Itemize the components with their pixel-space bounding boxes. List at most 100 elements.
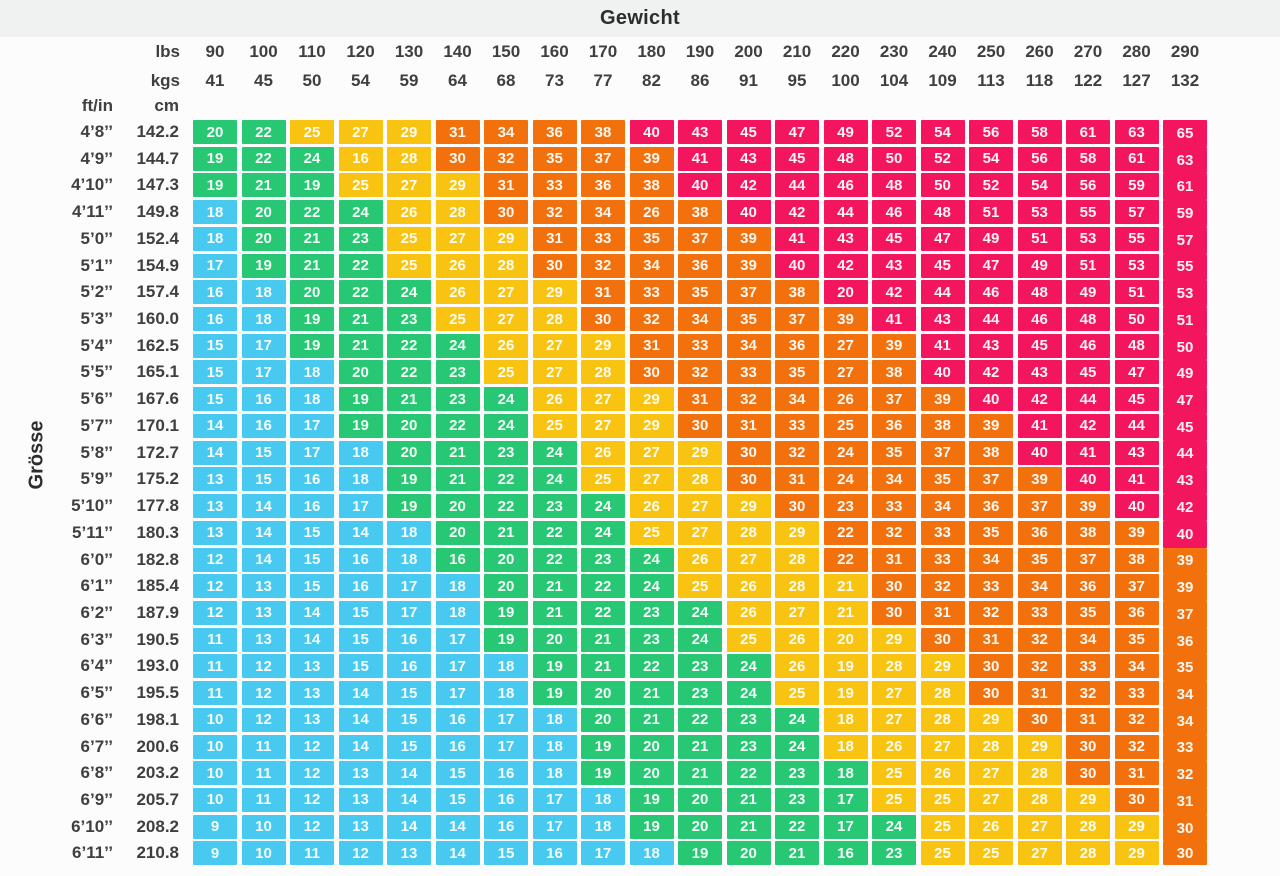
bmi-cell: 13 bbox=[241, 627, 286, 652]
bmi-cell: 22 bbox=[775, 814, 819, 839]
row-label-cm: 185.4 bbox=[136, 576, 179, 596]
bmi-cell: 34 bbox=[726, 333, 771, 358]
bmi-cell: 21 bbox=[532, 574, 577, 599]
kgs-column-header: 109 bbox=[928, 71, 957, 90]
bmi-cell: 23 bbox=[775, 787, 819, 812]
bmi-cell: 12 bbox=[290, 761, 334, 786]
bmi-cell: 30 bbox=[920, 627, 965, 652]
bmi-cell: 16 bbox=[435, 734, 480, 759]
bmi-cell: 32 bbox=[629, 307, 674, 332]
bmi-cell: 41 bbox=[1066, 440, 1110, 465]
bmi-cell: 49 bbox=[969, 226, 1013, 251]
row-label-cm: 193.0 bbox=[136, 656, 179, 676]
bmi-cell: 20 bbox=[581, 681, 625, 706]
bmi-cell: 31 bbox=[1114, 761, 1159, 786]
bmi-cell: 22 bbox=[290, 200, 334, 225]
bmi-cell: 22 bbox=[241, 120, 286, 144]
bmi-cell: 19 bbox=[678, 841, 722, 866]
bmi-cell: 33 bbox=[726, 360, 771, 385]
bmi-cell: 15 bbox=[387, 734, 431, 759]
bmi-cell: 28 bbox=[532, 307, 577, 332]
bmi-cell: 25 bbox=[290, 120, 334, 144]
bmi-cell: 30 bbox=[872, 600, 916, 625]
kgs-column-header: 41 bbox=[205, 71, 225, 90]
bmi-cell: 21 bbox=[726, 814, 771, 839]
bmi-cell: 22 bbox=[338, 253, 383, 278]
bmi-cell: 13 bbox=[193, 467, 237, 492]
bmi-cell: 15 bbox=[435, 787, 480, 812]
row-label-ftin: 6’2’’ bbox=[80, 602, 113, 622]
bmi-cell: 31 bbox=[872, 547, 916, 572]
bmi-cell: 19 bbox=[484, 627, 528, 652]
bmi-cell: 42 bbox=[1066, 413, 1110, 438]
bmi-cell: 17 bbox=[435, 627, 480, 652]
bmi-cell: 18 bbox=[823, 707, 868, 732]
row-label-cm: 154.9 bbox=[136, 255, 179, 275]
row-label-cm: 149.8 bbox=[136, 202, 179, 222]
bmi-cell: 53 bbox=[1066, 226, 1110, 251]
bmi-cell: 24 bbox=[726, 654, 771, 679]
bmi-cell: 27 bbox=[581, 413, 625, 438]
row-label-ftin: 5’3’’ bbox=[80, 309, 113, 329]
kgs-column-header: 122 bbox=[1073, 71, 1103, 90]
bmi-cell: 43 bbox=[920, 307, 965, 332]
row-label-cm: 162.5 bbox=[136, 335, 179, 355]
bmi-cell: 36 bbox=[678, 253, 722, 278]
bmi-cell: 22 bbox=[435, 413, 480, 438]
bmi-cell: 21 bbox=[678, 734, 722, 759]
kgs-column-header: 104 bbox=[879, 71, 909, 90]
bmi-cell: 24 bbox=[532, 440, 577, 465]
row-label: 5’3’’ 160.0 bbox=[0, 307, 179, 331]
bmi-cell: 32 bbox=[581, 253, 625, 278]
bmi-cell: 51 bbox=[1114, 280, 1159, 305]
row-label: 5’4’’ 162.5 bbox=[0, 334, 179, 358]
bmi-cell: 22 bbox=[387, 333, 431, 358]
bmi-cell: 19 bbox=[193, 146, 237, 171]
bmi-cell: 31 bbox=[532, 226, 577, 251]
bmi-cell: 26 bbox=[775, 654, 819, 679]
bmi-cell: 56 bbox=[1017, 146, 1062, 171]
bmi-cell: 33 bbox=[1114, 681, 1159, 706]
bmi-cell: 18 bbox=[532, 734, 577, 759]
row-label: 6’11’’ 210.8 bbox=[0, 841, 179, 865]
bmi-cell: 16 bbox=[532, 841, 577, 866]
kgs-column-header: 91 bbox=[739, 71, 758, 90]
bmi-cell: 16 bbox=[387, 627, 431, 652]
bmi-grid: 20 22 25 27 29 31 34 36 38 40 43 45 47 49 52 54 56 58 61 63… bbox=[193, 120, 1207, 866]
bmi-cell: 24 bbox=[387, 280, 431, 305]
row-label-ftin: 5’9’’ bbox=[80, 469, 113, 489]
bmi-cell: 35 bbox=[532, 146, 577, 171]
bmi-cell: 23 bbox=[484, 440, 528, 465]
bmi-cell: 22 bbox=[581, 574, 625, 599]
bmi-cell: 15 bbox=[338, 627, 383, 652]
bmi-cell: 19 bbox=[338, 387, 383, 412]
bmi-cell: 28 bbox=[484, 253, 528, 278]
bmi-cell: 21 bbox=[823, 574, 868, 599]
bmi-cell: 35 bbox=[678, 280, 722, 305]
bmi-cell: 26 bbox=[969, 814, 1013, 839]
bmi-cell: 32 bbox=[678, 360, 722, 385]
bmi-cell: 36 bbox=[1017, 520, 1062, 545]
row-label-cm: 152.4 bbox=[136, 228, 179, 248]
bmi-cell: 36 bbox=[1114, 600, 1159, 625]
bmi-cell: 31 bbox=[726, 413, 771, 438]
bmi-cell: 22 bbox=[387, 360, 431, 385]
bmi-cell: 36 bbox=[969, 494, 1013, 519]
bmi-cell: 11 bbox=[241, 787, 286, 812]
bmi-cell: 22 bbox=[823, 520, 868, 545]
bmi-cell: 23 bbox=[726, 734, 771, 759]
bmi-cell: 51 bbox=[969, 200, 1013, 225]
lbs-column-header: 90 bbox=[205, 42, 225, 61]
row-label-cm: 170.1 bbox=[136, 415, 179, 435]
lbs-column-header: 290 bbox=[1170, 42, 1200, 61]
bmi-cell: 18 bbox=[193, 200, 237, 225]
bmi-cell: 37 bbox=[1114, 574, 1159, 599]
bmi-cell: 61 bbox=[1114, 146, 1159, 171]
bmi-cell: 14 bbox=[193, 413, 237, 438]
bmi-cell: 17 bbox=[193, 253, 237, 278]
bmi-cell: 13 bbox=[241, 574, 286, 599]
kgs-column-header: 50 bbox=[302, 71, 322, 90]
bmi-cell: 34 bbox=[484, 120, 528, 144]
bmi-cell: 30 bbox=[1017, 707, 1062, 732]
bmi-cell: 28 bbox=[920, 681, 965, 706]
